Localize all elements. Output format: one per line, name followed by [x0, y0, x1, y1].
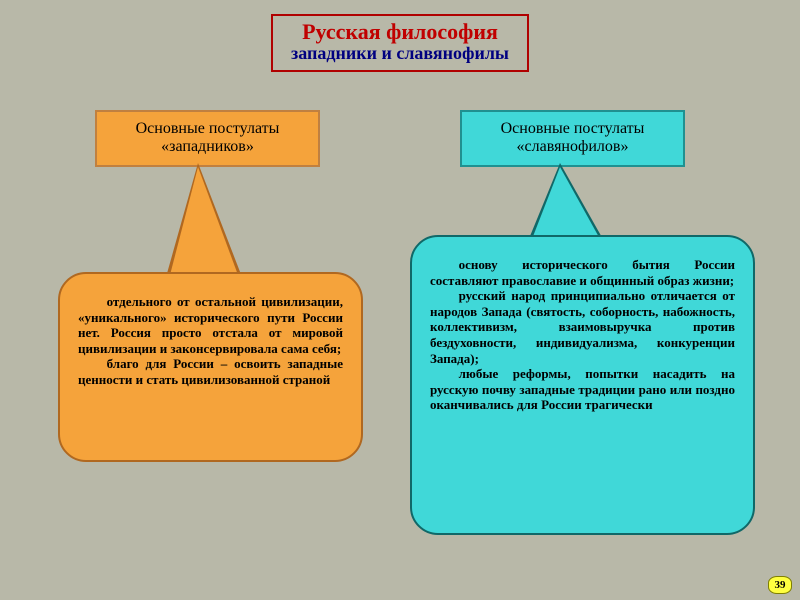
header-slavophiles: Основные постулаты «славянофилов»: [460, 110, 685, 167]
bubble-westernizers: отдельного от остальной цивилизации, «ун…: [58, 272, 363, 462]
bubble-right-tail: [532, 167, 600, 239]
bubble-left-tail: [170, 167, 238, 275]
right-body-p0: основу исторического бытия России состав…: [430, 257, 735, 288]
header-left-line1: Основные постулаты: [111, 120, 304, 138]
header-westernizers: Основные постулаты «западников»: [95, 110, 320, 167]
page-number-badge: 39: [768, 576, 792, 594]
bubble-slavophiles: основу исторического бытия России состав…: [410, 235, 755, 535]
title-sub: западники и славянофилы: [291, 44, 509, 64]
header-right-line2: «славянофилов»: [476, 138, 669, 156]
title-main: Русская философия: [291, 20, 509, 44]
header-right-line1: Основные постулаты: [476, 120, 669, 138]
header-left-line2: «западников»: [111, 138, 304, 156]
left-body-p0: отдельного от остальной цивилизации, «ун…: [78, 294, 343, 356]
right-body-p1: русский народ принципиально отличается о…: [430, 288, 735, 366]
title-box: Русская философия западники и славянофил…: [271, 14, 529, 72]
right-body-p2: любые реформы, попытки насадить на русск…: [430, 366, 735, 413]
left-body-p1: благо для России – освоить западные ценн…: [78, 356, 343, 387]
